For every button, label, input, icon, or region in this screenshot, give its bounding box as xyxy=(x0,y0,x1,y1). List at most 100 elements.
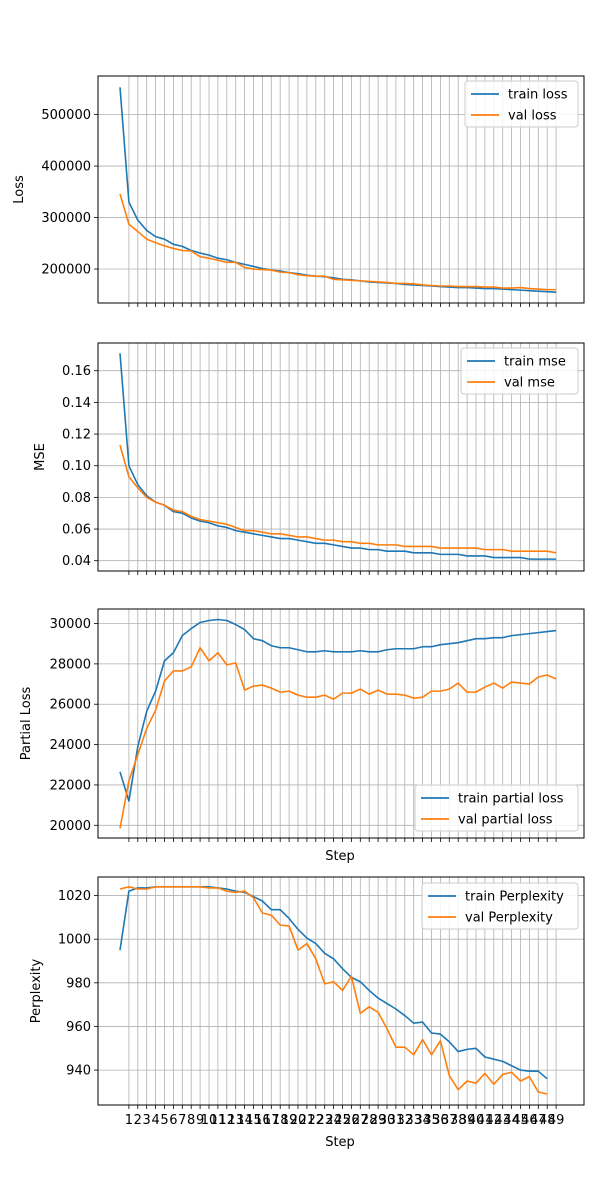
x-tick-label: 41 xyxy=(477,1113,494,1128)
y-tick-label: 1000 xyxy=(58,933,91,948)
legend-label: val Perplexity xyxy=(465,911,553,926)
series-line-val-mse xyxy=(119,444,557,554)
y-tick-label: 24000 xyxy=(50,738,91,753)
x-tick-label: 9 xyxy=(196,1113,204,1128)
x-tick-label: 24 xyxy=(325,1113,342,1128)
legend-box xyxy=(414,784,579,832)
x-tick-label: 19 xyxy=(281,1113,298,1128)
plot-frame xyxy=(97,342,585,572)
y-tick-label: 940 xyxy=(66,1064,91,1079)
series-line-train-mse xyxy=(119,353,557,560)
x-tick-label: 39 xyxy=(459,1113,476,1128)
x-tick-label: 18 xyxy=(272,1113,289,1128)
legend: train loss val loss xyxy=(464,80,579,128)
y-tick-label: 960 xyxy=(66,1020,91,1035)
x-tick-label: 15 xyxy=(245,1113,262,1128)
y-axis-label: Perplexity xyxy=(29,958,44,1023)
x-tick-label: 6 xyxy=(169,1113,177,1128)
x-tick-label: 44 xyxy=(503,1113,520,1128)
y-tick-label: 0.06 xyxy=(62,523,91,538)
y-axis-label: MSE xyxy=(33,443,48,471)
x-tick-label: 36 xyxy=(432,1113,449,1128)
series-line-val-partial-loss xyxy=(119,646,557,829)
x-tick-label: 34 xyxy=(414,1113,431,1128)
plot-frame xyxy=(97,608,585,839)
legend-label: train mse xyxy=(504,355,566,370)
x-tick-label: 21 xyxy=(299,1113,316,1128)
y-tick-label: 0.04 xyxy=(62,554,91,569)
legend: train mse val mse xyxy=(460,347,579,395)
y-tick-label: 200000 xyxy=(41,263,91,278)
plot-frame xyxy=(97,75,585,304)
x-tick-label: 10 xyxy=(201,1113,218,1128)
x-tick-label: 45 xyxy=(512,1113,529,1128)
y-tick-label: 20000 xyxy=(50,819,91,834)
x-tick-label: 49 xyxy=(548,1113,565,1128)
x-axis-label: Step xyxy=(325,849,355,864)
x-tick-label: 37 xyxy=(441,1113,458,1128)
x-tick-label: 2 xyxy=(134,1113,142,1128)
x-tick-label: 35 xyxy=(423,1113,440,1128)
y-tick-label: 0.12 xyxy=(62,428,91,443)
x-tick-label: 26 xyxy=(343,1113,360,1128)
x-tick-label: 32 xyxy=(397,1113,414,1128)
x-tick-label: 48 xyxy=(539,1113,556,1128)
x-tick-label: 23 xyxy=(316,1113,333,1128)
x-tick-label: 33 xyxy=(405,1113,422,1128)
chart-panel-2: 0.04 0.06 0.08 0.10 0.12 0.14 0.16 MSE train mse… xyxy=(33,342,585,575)
series-line-train-loss xyxy=(119,87,557,293)
y-tick-label: 30000 xyxy=(50,617,91,632)
legend-label: val loss xyxy=(508,109,557,124)
x-tick-label: 5 xyxy=(160,1113,168,1128)
x-tick-label: 22 xyxy=(308,1113,325,1128)
x-tick-label: 14 xyxy=(236,1113,253,1128)
y-axis-label: Loss xyxy=(12,175,27,204)
chart-panel-3: 20000 22000 24000 26000 28000 30000 Partial Lo… xyxy=(19,608,585,864)
y-tick-label: 0.08 xyxy=(62,491,91,506)
legend: train Perplexity val Perplexity xyxy=(421,882,579,930)
series-line-val-loss xyxy=(119,193,557,291)
legend-label: train loss xyxy=(508,88,568,103)
x-tick-label: 16 xyxy=(254,1113,271,1128)
x-tick-label: 20 xyxy=(290,1113,307,1128)
x-tick-label: 31 xyxy=(388,1113,405,1128)
y-tick-label: 26000 xyxy=(50,698,91,713)
legend: train partial loss val partial loss xyxy=(414,784,579,832)
x-tick-label: 38 xyxy=(450,1113,467,1128)
x-tick-label: 4 xyxy=(151,1113,159,1128)
legend-box xyxy=(421,882,579,930)
x-tick-label: 46 xyxy=(521,1113,538,1128)
x-tick-label: 29 xyxy=(370,1113,387,1128)
y-tick-label: 300000 xyxy=(41,211,91,226)
y-tick-label: 980 xyxy=(66,976,91,991)
series-line-train-partial-loss xyxy=(119,618,557,802)
x-tick-label: 7 xyxy=(178,1113,186,1128)
y-tick-label: 0.16 xyxy=(62,364,91,379)
series-line-val-perplexity xyxy=(119,886,548,1095)
x-tick-label: 12 xyxy=(219,1113,236,1128)
y-tick-label: 28000 xyxy=(50,657,91,672)
x-tick-label: 27 xyxy=(352,1113,369,1128)
x-tick-label: 17 xyxy=(263,1113,280,1128)
y-tick-label: 22000 xyxy=(50,778,91,793)
legend-label: val partial loss xyxy=(458,813,553,828)
chart-panel-1: 200000 300000 400000 500000 Loss train loss va… xyxy=(12,75,585,307)
x-tick-label: 47 xyxy=(530,1113,547,1128)
y-tick-label: 0.14 xyxy=(62,396,91,411)
x-axis-label: Step xyxy=(325,1135,355,1150)
x-tick-label: 3 xyxy=(143,1113,151,1128)
plot-frame xyxy=(97,876,585,1106)
x-tick-label: 1 xyxy=(125,1113,133,1128)
x-tick-label: 8 xyxy=(187,1113,195,1128)
x-tick-label: 43 xyxy=(494,1113,511,1128)
legend-label: train partial loss xyxy=(458,792,564,807)
x-tick-label: 25 xyxy=(334,1113,351,1128)
legend-label: val mse xyxy=(504,376,555,391)
y-axis-label: Partial Loss xyxy=(19,687,34,761)
x-tick-label: 30 xyxy=(379,1113,396,1128)
x-tick-label: 40 xyxy=(468,1113,485,1128)
x-tick-label: 28 xyxy=(361,1113,378,1128)
